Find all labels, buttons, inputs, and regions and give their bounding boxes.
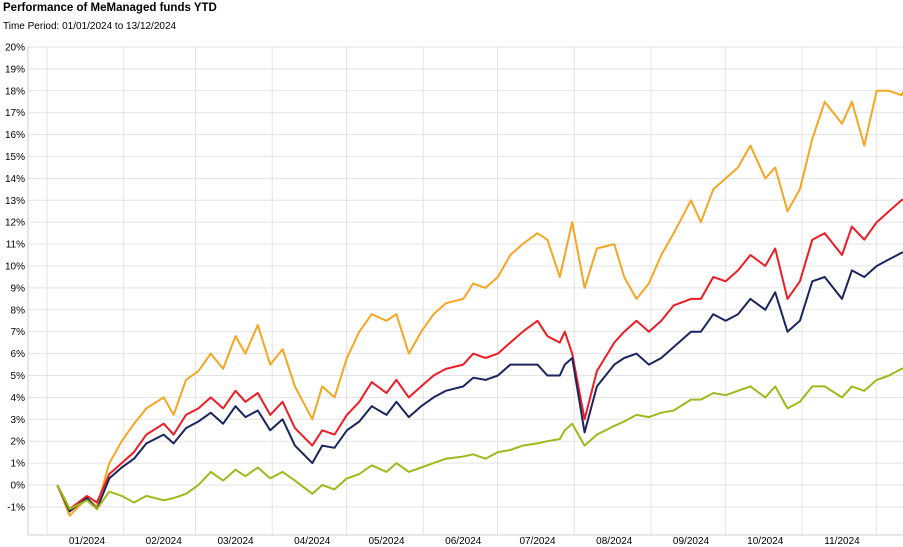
y-tick-label: 6%: [11, 349, 26, 360]
chart-title: Performance of MeManaged funds YTD: [3, 2, 217, 14]
series-lines: [56, 89, 903, 517]
x-tick-label: 01/2024: [69, 536, 106, 547]
y-tick-label: 15%: [5, 152, 25, 163]
y-tick-label: 7%: [11, 327, 26, 338]
y-tick-label: 4%: [11, 393, 26, 404]
series-line-4: [56, 367, 903, 511]
y-tick-label: 3%: [11, 415, 26, 426]
x-tick-label: 05/2024: [368, 536, 405, 547]
gridlines: [28, 46, 903, 535]
x-tick-label: 08/2024: [596, 536, 633, 547]
y-tick-label: 17%: [5, 108, 25, 119]
x-tick-label: 11/2024: [824, 536, 860, 547]
y-tick-label: 14%: [5, 174, 25, 185]
x-tick-label: 07/2024: [519, 536, 556, 547]
x-axis: 01/2024 02/2024 03/2024 04/2024 05/2024 06/20…: [28, 534, 903, 547]
chart-subtitle: Time Period: 01/01/2024 to 13/12/2024: [3, 21, 177, 32]
x-tick-label: 03/2024: [217, 536, 254, 547]
y-tick-label: 5%: [11, 371, 26, 382]
y-tick-label: 19%: [5, 64, 25, 75]
y-tick-label: 8%: [11, 305, 26, 316]
x-tick-label: 02/2024: [146, 536, 183, 547]
y-axis: -1% 0% 1% 2% 3% 4% 5% 6% 7% 8% 9% 10% 11% 12% 13% 14% 15…: [5, 43, 25, 514]
y-tick-label: 10%: [5, 262, 25, 273]
y-tick-label: 13%: [5, 196, 25, 207]
x-tick-label: 04/2024: [294, 536, 331, 547]
y-tick-label: 20%: [5, 43, 25, 54]
y-tick-label: 16%: [5, 130, 25, 141]
series-line-2: [56, 198, 903, 511]
y-tick-label: 1%: [11, 459, 26, 470]
y-tick-label: 9%: [11, 283, 26, 294]
x-tick-label: 10/2024: [747, 536, 784, 547]
y-tick-label: 12%: [5, 218, 25, 229]
y-tick-label: 18%: [5, 86, 25, 97]
series-line-3: [56, 251, 903, 513]
y-tick-label: 11%: [6, 240, 25, 251]
series-line-1: [56, 89, 903, 517]
x-tick-label: 06/2024: [445, 536, 482, 547]
y-tick-label: -1%: [7, 502, 25, 513]
x-tick-label: 09/2024: [673, 536, 710, 547]
y-tick-label: 0%: [11, 481, 26, 492]
y-tick-label: 2%: [11, 437, 26, 448]
